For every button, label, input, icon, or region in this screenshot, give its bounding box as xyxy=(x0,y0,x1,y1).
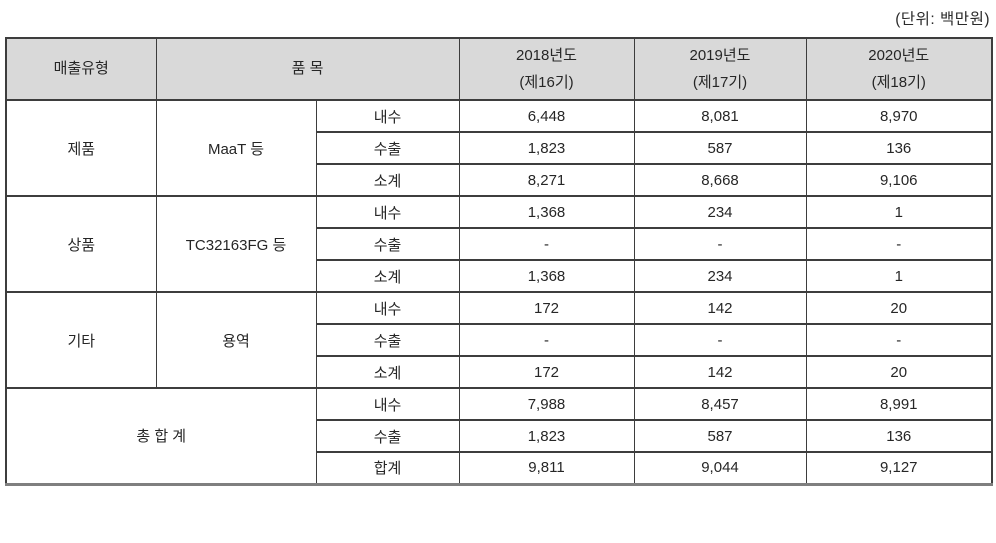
table-row: 소계 8,271 8,668 9,106 xyxy=(6,163,993,197)
table-row: 수출 - - - xyxy=(6,323,993,357)
header-sales-type: 매출유형 xyxy=(5,37,157,101)
value-2018: - xyxy=(458,323,635,357)
value-2018: - xyxy=(458,227,635,261)
header-year-2020-term: (제18기) xyxy=(871,74,926,91)
group-other-item: 용역 xyxy=(155,291,317,389)
sales-by-type-table: 매출유형 품 목 2018년도 (제16기) 2019년도 (제17기) 202… xyxy=(5,37,993,486)
header-year-2020-label: 2020년도 xyxy=(868,47,930,64)
value-2018: 7,988 xyxy=(458,387,635,421)
value-2019: 9,044 xyxy=(633,451,807,485)
value-2019: 8,457 xyxy=(633,387,807,421)
value-2018: 8,271 xyxy=(458,163,635,197)
value-2019: 142 xyxy=(633,355,807,389)
value-2019: - xyxy=(633,323,807,357)
value-2019: - xyxy=(633,227,807,261)
value-2020: 8,970 xyxy=(805,99,993,133)
header-year-2019: 2019년도 (제17기) xyxy=(633,37,807,101)
value-2018: 1,823 xyxy=(458,131,635,165)
row-label: 내수 xyxy=(315,387,460,421)
table-row: 제품 MaaT 등 내수 6,448 8,081 8,970 xyxy=(5,99,993,197)
value-2019: 234 xyxy=(633,259,807,293)
row-label: 수출 xyxy=(315,131,460,165)
value-2020: 136 xyxy=(805,131,993,165)
value-2020: 20 xyxy=(805,355,993,389)
row-label: 내수 xyxy=(315,291,460,325)
value-2018: 1,823 xyxy=(458,419,635,453)
header-row: 매출유형 품 목 2018년도 (제16기) 2019년도 (제17기) 202… xyxy=(5,37,993,101)
row-label: 내수 xyxy=(315,195,460,229)
header-year-2019-term: (제17기) xyxy=(692,74,748,91)
value-2020: 136 xyxy=(805,419,993,453)
table-row: 수출 1,823 587 136 xyxy=(6,131,993,165)
grand-total-label: 총 합 계 xyxy=(5,387,317,485)
table-row: 총 합 계 내수 7,988 8,457 8,991 xyxy=(5,387,993,485)
header-year-2019-label: 2019년도 xyxy=(689,47,751,64)
row-label: 수출 xyxy=(315,323,460,357)
row-label: 수출 xyxy=(315,419,460,453)
value-2018: 172 xyxy=(458,355,635,389)
row-label: 내수 xyxy=(315,99,460,133)
table-body: 제품 MaaT 등 내수 6,448 8,081 8,970 수출 1,823 … xyxy=(5,99,993,485)
table-row: 수출 - - - xyxy=(6,227,993,261)
table-row: 기타 용역 내수 172 142 20 xyxy=(5,291,993,389)
value-2019: 142 xyxy=(633,291,807,325)
row-label: 수출 xyxy=(315,227,460,261)
group-goods-sales-type: 상품 xyxy=(5,195,157,293)
value-2020: 9,127 xyxy=(805,451,993,485)
group-product-item: MaaT 등 xyxy=(155,99,317,197)
value-2019: 234 xyxy=(633,195,807,229)
table-row: 합계 9,811 9,044 9,127 xyxy=(6,451,993,485)
header-item: 품 목 xyxy=(155,37,460,101)
value-2020: 9,106 xyxy=(805,163,993,197)
table-row: 상품 TC32163FG 등 내수 1,368 234 1 xyxy=(5,195,993,293)
row-label: 소계 xyxy=(315,259,460,293)
header-year-2020: 2020년도 (제18기) xyxy=(805,37,993,101)
value-2019: 587 xyxy=(633,419,807,453)
table-row: 수출 1,823 587 136 xyxy=(6,419,993,453)
value-2020: 8,991 xyxy=(805,387,993,421)
unit-label: (단위: 백만원) xyxy=(895,11,990,28)
header-year-2018-label: 2018년도 xyxy=(516,47,577,64)
table-row: 소계 1,368 234 1 xyxy=(6,259,993,293)
table-header: 매출유형 품 목 2018년도 (제16기) 2019년도 (제17기) 202… xyxy=(5,37,993,101)
value-2019: 8,081 xyxy=(633,99,807,133)
group-other-sales-type: 기타 xyxy=(5,291,157,389)
row-label: 합계 xyxy=(315,451,460,485)
value-2020: 1 xyxy=(805,195,993,229)
value-2018: 9,811 xyxy=(458,451,635,485)
value-2020: 20 xyxy=(805,291,993,325)
group-goods-item: TC32163FG 등 xyxy=(155,195,317,293)
value-2019: 587 xyxy=(633,131,807,165)
header-year-2018: 2018년도 (제16기) xyxy=(458,37,635,101)
group-product-sales-type: 제품 xyxy=(5,99,157,197)
row-label: 소계 xyxy=(315,355,460,389)
header-year-2018-term: (제16기) xyxy=(519,74,574,91)
value-2019: 8,668 xyxy=(633,163,807,197)
value-2018: 1,368 xyxy=(458,195,635,229)
table-row: 소계 172 142 20 xyxy=(6,355,993,389)
value-2018: 172 xyxy=(458,291,635,325)
value-2020: - xyxy=(805,227,993,261)
value-2020: 1 xyxy=(805,259,993,293)
value-2018: 1,368 xyxy=(458,259,635,293)
value-2020: - xyxy=(805,323,993,357)
value-2018: 6,448 xyxy=(458,99,635,133)
row-label: 소계 xyxy=(315,163,460,197)
